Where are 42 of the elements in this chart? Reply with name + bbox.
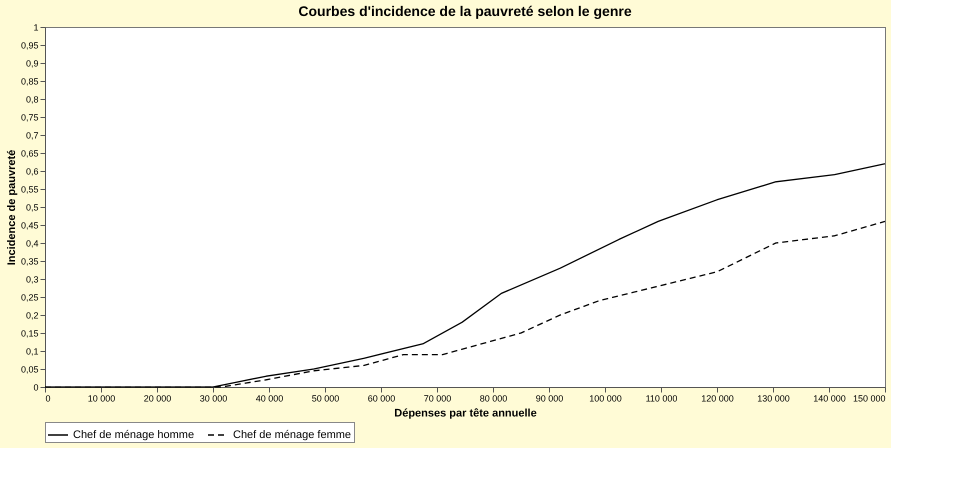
y-tick-label: 0,45 xyxy=(20,220,38,230)
x-tick-label: 40 000 xyxy=(256,394,284,404)
legend-label: Chef de ménage homme xyxy=(73,429,194,441)
y-tick-label: 0,85 xyxy=(20,76,38,86)
x-tick-label: 90 000 xyxy=(536,394,564,404)
x-tick-label: 100 000 xyxy=(589,394,622,404)
y-tick-label: 0,15 xyxy=(20,328,38,338)
x-tick-label: 10 000 xyxy=(88,394,116,404)
chart-title: Courbes d'incidence de la pauvreté selon le genre xyxy=(298,3,632,19)
x-tick-label: 60 000 xyxy=(368,394,396,404)
y-axis-title: Incidence de pauvreté xyxy=(6,150,18,266)
y-tick-label: 0,6 xyxy=(26,166,38,176)
y-tick-label: 1 xyxy=(33,22,38,32)
x-tick-label: 20 000 xyxy=(144,394,172,404)
y-tick-label: 0,9 xyxy=(26,58,38,68)
y-tick-label: 0,5 xyxy=(26,202,38,212)
x-tick-label: 0 xyxy=(46,394,51,404)
x-axis-title: Dépenses par tête annuelle xyxy=(394,408,537,420)
y-tick-label: 0,55 xyxy=(20,184,38,194)
x-tick-label: 110 000 xyxy=(646,394,678,404)
x-tick-label: 80 000 xyxy=(480,394,508,404)
x-tick-label: 70 000 xyxy=(424,394,452,404)
x-tick-label: 140 000 xyxy=(813,394,846,404)
x-tick-label: 30 000 xyxy=(200,394,228,404)
y-tick-label: 0,75 xyxy=(20,112,38,122)
y-tick-label: 0,7 xyxy=(26,130,38,140)
y-tick-label: 0,95 xyxy=(20,40,38,50)
y-tick-label: 0,05 xyxy=(20,364,38,374)
x-tick-label: 150 000 xyxy=(852,394,886,404)
x-tick-label: 50 000 xyxy=(312,394,340,404)
x-tick-label: 120 000 xyxy=(701,394,734,404)
y-tick-label: 0 xyxy=(33,382,38,392)
y-tick-label: 0,4 xyxy=(26,238,38,248)
y-tick-label: 0,35 xyxy=(20,256,38,266)
legend-label: Chef de ménage femme xyxy=(233,429,352,441)
y-tick-label: 0,25 xyxy=(20,292,38,302)
y-tick-label: 0,65 xyxy=(20,148,38,158)
y-tick-label: 0,3 xyxy=(26,274,38,284)
y-tick-label: 0,8 xyxy=(26,94,38,104)
x-tick-label: 130 000 xyxy=(757,394,790,404)
y-tick-label: 0,1 xyxy=(26,346,38,356)
y-tick-label: 0,2 xyxy=(26,310,38,320)
